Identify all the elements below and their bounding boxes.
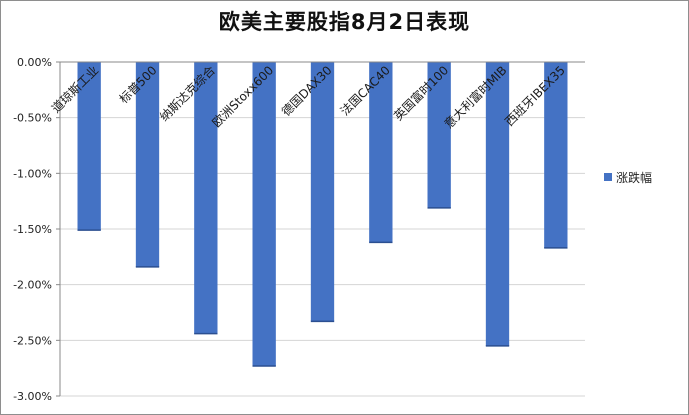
y-axis: 0.00% -0.50% -1.00% -1.50% -2.00% -2.50% -3.00… <box>13 56 585 403</box>
bar <box>485 62 510 346</box>
bar <box>194 62 218 334</box>
bar <box>544 62 568 248</box>
chart-title: 欧美主要股指8月2日表现 <box>218 10 471 34</box>
bar <box>252 62 276 366</box>
y-tick-label: -3.00% <box>13 390 52 403</box>
legend-swatch <box>604 173 612 181</box>
legend: 涨跌幅 <box>604 170 652 185</box>
bars <box>77 62 568 367</box>
bar <box>369 62 393 243</box>
legend-label: 涨跌幅 <box>616 170 652 185</box>
bar <box>310 62 335 322</box>
y-tick-label: -1.50% <box>13 223 52 236</box>
bar <box>77 62 101 231</box>
y-tick-label: -2.00% <box>13 279 52 292</box>
y-tick-label: -0.50% <box>13 112 52 125</box>
y-tick-label: -2.50% <box>13 334 52 347</box>
bar <box>427 62 451 208</box>
y-tick-label: 0.00% <box>17 56 52 69</box>
y-tick-label: -1.00% <box>13 167 52 180</box>
bar <box>135 62 160 267</box>
